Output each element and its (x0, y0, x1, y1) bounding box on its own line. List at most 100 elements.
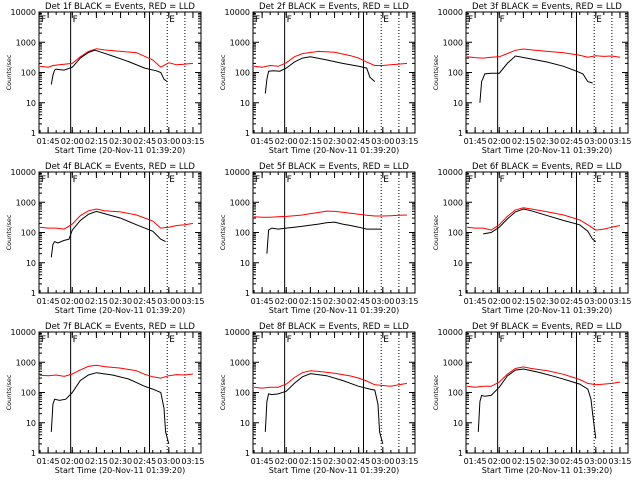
chart-panel: Det 1f BLACK = Events, RED = LLD 1 10 100 10… (5, 2, 204, 155)
marker-letter: F (41, 335, 46, 345)
y-tick-label: 1000 (230, 198, 250, 207)
x-tick-label: 02:15 (299, 297, 322, 306)
x-tick-label: 02:45 (560, 457, 583, 466)
marker-letter: F (287, 335, 292, 345)
chart-panel: Det 6f BLACK = Events, RED = LLD 1 10 100 10… (432, 162, 631, 315)
y-tick-label: 1000 (230, 358, 250, 367)
marker-letter: E (383, 15, 389, 25)
series-lld-line (254, 50, 408, 68)
series-events-line (483, 208, 597, 243)
x-axis-label: Start Time (20-Nov-11 01:39:20) (269, 146, 399, 155)
plot-frame (252, 331, 416, 454)
x-tick-label: 02:30 (323, 297, 346, 306)
x-tick-label: 03:00 (371, 457, 394, 466)
x-tick-label: 02:30 (536, 137, 559, 146)
y-tick-label: 10000 (438, 8, 463, 17)
x-tick-label: 02:30 (109, 297, 132, 306)
series-lld-line (254, 210, 408, 218)
x-tick-label: 02:00 (61, 457, 84, 466)
x-axis-label: Start Time (20-Nov-11 01:39:20) (482, 146, 612, 155)
y-tick-label: 10000 (225, 168, 250, 177)
x-tick-label: 01:45 (37, 457, 60, 466)
x-tick-label: 02:00 (488, 297, 511, 306)
marker-letter: F (73, 15, 78, 25)
y-tick-label: 100 (21, 389, 36, 398)
y-axis-label: Counts/sec (5, 374, 13, 410)
x-tick-label: 01:45 (464, 297, 487, 306)
series-events-line (50, 49, 168, 85)
x-tick-label: 02:00 (275, 457, 298, 466)
x-tick-label: 02:15 (512, 297, 535, 306)
x-tick-label: 02:15 (85, 457, 108, 466)
y-tick-label: 1 (245, 289, 250, 298)
y-axis-label: Counts/sec (5, 214, 13, 250)
series-lld-line (40, 208, 194, 230)
y-axis-label: Counts/sec (432, 54, 440, 90)
plot-frame (38, 11, 202, 134)
y-tick-label: 1000 (16, 358, 36, 367)
y-tick-label: 10 (453, 419, 463, 428)
x-tick-label: 03:00 (371, 297, 394, 306)
x-tick-label: 02:00 (488, 137, 511, 146)
x-tick-label: 03:15 (608, 137, 631, 146)
x-axis-label: Start Time (20-Nov-11 01:39:20) (55, 146, 185, 155)
marker-letter: E (596, 15, 602, 25)
x-axis-label: Start Time (20-Nov-11 01:39:20) (269, 306, 399, 315)
marker-letter: E (169, 15, 175, 25)
y-tick-label: 100 (235, 389, 250, 398)
x-tick-label: 02:30 (536, 297, 559, 306)
x-tick-label: 03:00 (584, 137, 607, 146)
y-axis-label: Counts/sec (432, 374, 440, 410)
chart-title: Det 3f BLACK = Events, RED = LLD (472, 2, 622, 12)
x-axis-label: Start Time (20-Nov-11 01:39:20) (55, 306, 185, 315)
chart-title: Det 5f BLACK = Events, RED = LLD (259, 162, 409, 172)
x-tick-label: 02:00 (488, 457, 511, 466)
x-tick-label: 03:00 (584, 457, 607, 466)
x-tick-label: 01:45 (251, 457, 274, 466)
y-tick-label: 10000 (225, 328, 250, 337)
x-tick-label: 02:00 (275, 137, 298, 146)
y-tick-label: 10 (240, 419, 250, 428)
y-tick-label: 10 (240, 259, 250, 268)
y-tick-label: 1000 (230, 38, 250, 47)
x-tick-label: 02:30 (109, 457, 132, 466)
series-events-line (50, 372, 170, 445)
chart-title: Det 6f BLACK = Events, RED = LLD (472, 162, 622, 172)
chart-title: Det 9f BLACK = Events, RED = LLD (472, 322, 622, 332)
series-events-line (264, 56, 376, 94)
x-tick-label: 03:15 (181, 297, 204, 306)
x-tick-label: 03:15 (395, 137, 418, 146)
y-tick-label: 100 (235, 229, 250, 238)
x-axis-label: Start Time (20-Nov-11 01:39:20) (482, 306, 612, 315)
chart-title: Det 8f BLACK = Events, RED = LLD (259, 322, 409, 332)
marker-letter: F (500, 15, 505, 25)
x-tick-label: 01:45 (251, 297, 274, 306)
marker-letter: F (255, 15, 260, 25)
y-tick-label: 10000 (11, 328, 36, 337)
y-axis-label: Counts/sec (219, 214, 227, 250)
x-tick-label: 02:45 (347, 137, 370, 146)
y-tick-label: 10 (453, 259, 463, 268)
y-tick-label: 1 (458, 129, 463, 138)
chart-panel: Det 3f BLACK = Events, RED = LLD 1 10 100 10… (432, 2, 631, 155)
y-tick-label: 10 (26, 99, 36, 108)
x-tick-label: 02:00 (61, 297, 84, 306)
marker-letter: E (596, 175, 602, 185)
x-tick-label: 01:45 (464, 457, 487, 466)
marker-letter: E (169, 175, 175, 185)
x-tick-label: 02:45 (133, 297, 156, 306)
x-tick-label: 02:00 (61, 137, 84, 146)
y-tick-label: 1 (31, 289, 36, 298)
series-lld-line (40, 364, 194, 379)
y-tick-label: 1000 (443, 38, 463, 47)
series-events-line (479, 55, 593, 103)
x-tick-label: 02:30 (323, 137, 346, 146)
y-axis-label: Counts/sec (5, 54, 13, 90)
y-tick-label: 100 (448, 69, 463, 78)
y-tick-label: 10000 (11, 168, 36, 177)
x-axis-label: Start Time (20-Nov-11 01:39:20) (55, 466, 185, 475)
x-tick-label: 02:15 (299, 137, 322, 146)
y-axis-label: Counts/sec (219, 54, 227, 90)
marker-letter: F (500, 335, 505, 345)
